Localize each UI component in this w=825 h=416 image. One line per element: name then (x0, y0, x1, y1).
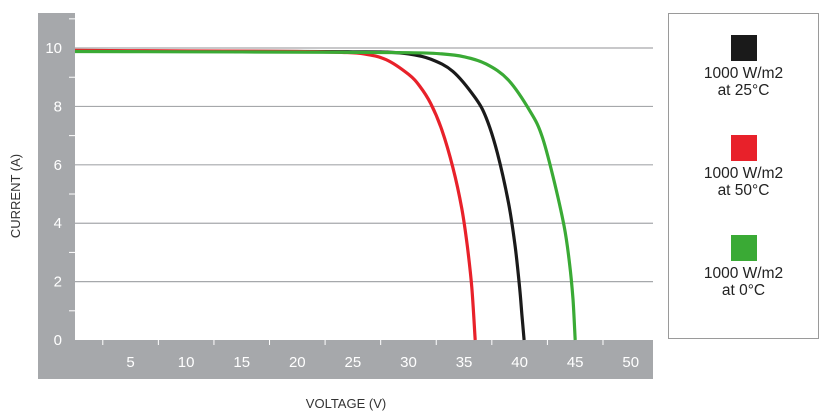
x-tick-label: 50 (622, 354, 639, 371)
x-tick-label: 15 (233, 354, 250, 371)
x-tick-label: 40 (511, 354, 528, 371)
legend-label-50c: 1000 W/m2 at 50°C (703, 165, 784, 199)
legend-swatch-0c (730, 235, 757, 261)
legend-swatch-25c (730, 35, 757, 61)
x-tick-labels: 5 10 15 20 25 30 35 40 45 50 (126, 354, 639, 371)
legend: 1000 W/m2 at 25°C 1000 W/m2 at 50°C 1000… (668, 13, 819, 339)
grid-lines (75, 47, 653, 283)
legend-item-50c: 1000 W/m2 at 50°C (669, 135, 818, 199)
legend-item-0c: 1000 W/m2 at 0°C (669, 235, 818, 299)
legend-item-25c: 1000 W/m2 at 25°C (669, 35, 818, 99)
series-lines (74, 48, 577, 341)
x-tick-label: 25 (345, 354, 362, 371)
legend-label-0c: 1000 W/m2 at 0°C (703, 265, 784, 299)
y-tick-labels: 0 2 4 6 8 10 (45, 40, 62, 349)
y-tick-label: 4 (54, 215, 62, 232)
y-tick-label: 0 (54, 332, 62, 349)
x-tick-label: 5 (126, 354, 134, 371)
y-axis-title: CURRENT (A) (8, 154, 23, 238)
y-tick-label: 10 (45, 40, 62, 57)
plot-area (75, 13, 653, 340)
y-tick-label: 6 (54, 157, 62, 174)
legend-label-25c: 1000 W/m2 at 25°C (703, 65, 784, 99)
y-tick-label: 2 (54, 274, 62, 291)
x-axis-title: VOLTAGE (V) (306, 396, 386, 411)
y-tick-label: 8 (54, 98, 62, 115)
x-tick-label: 20 (289, 354, 306, 371)
minor-ticks (69, 18, 604, 345)
series-line (74, 49, 577, 341)
x-tick-label: 35 (456, 354, 473, 371)
x-tick-label: 10 (178, 354, 195, 371)
legend-swatch-50c (730, 135, 757, 161)
x-tick-label: 45 (567, 354, 584, 371)
x-tick-label: 30 (400, 354, 417, 371)
